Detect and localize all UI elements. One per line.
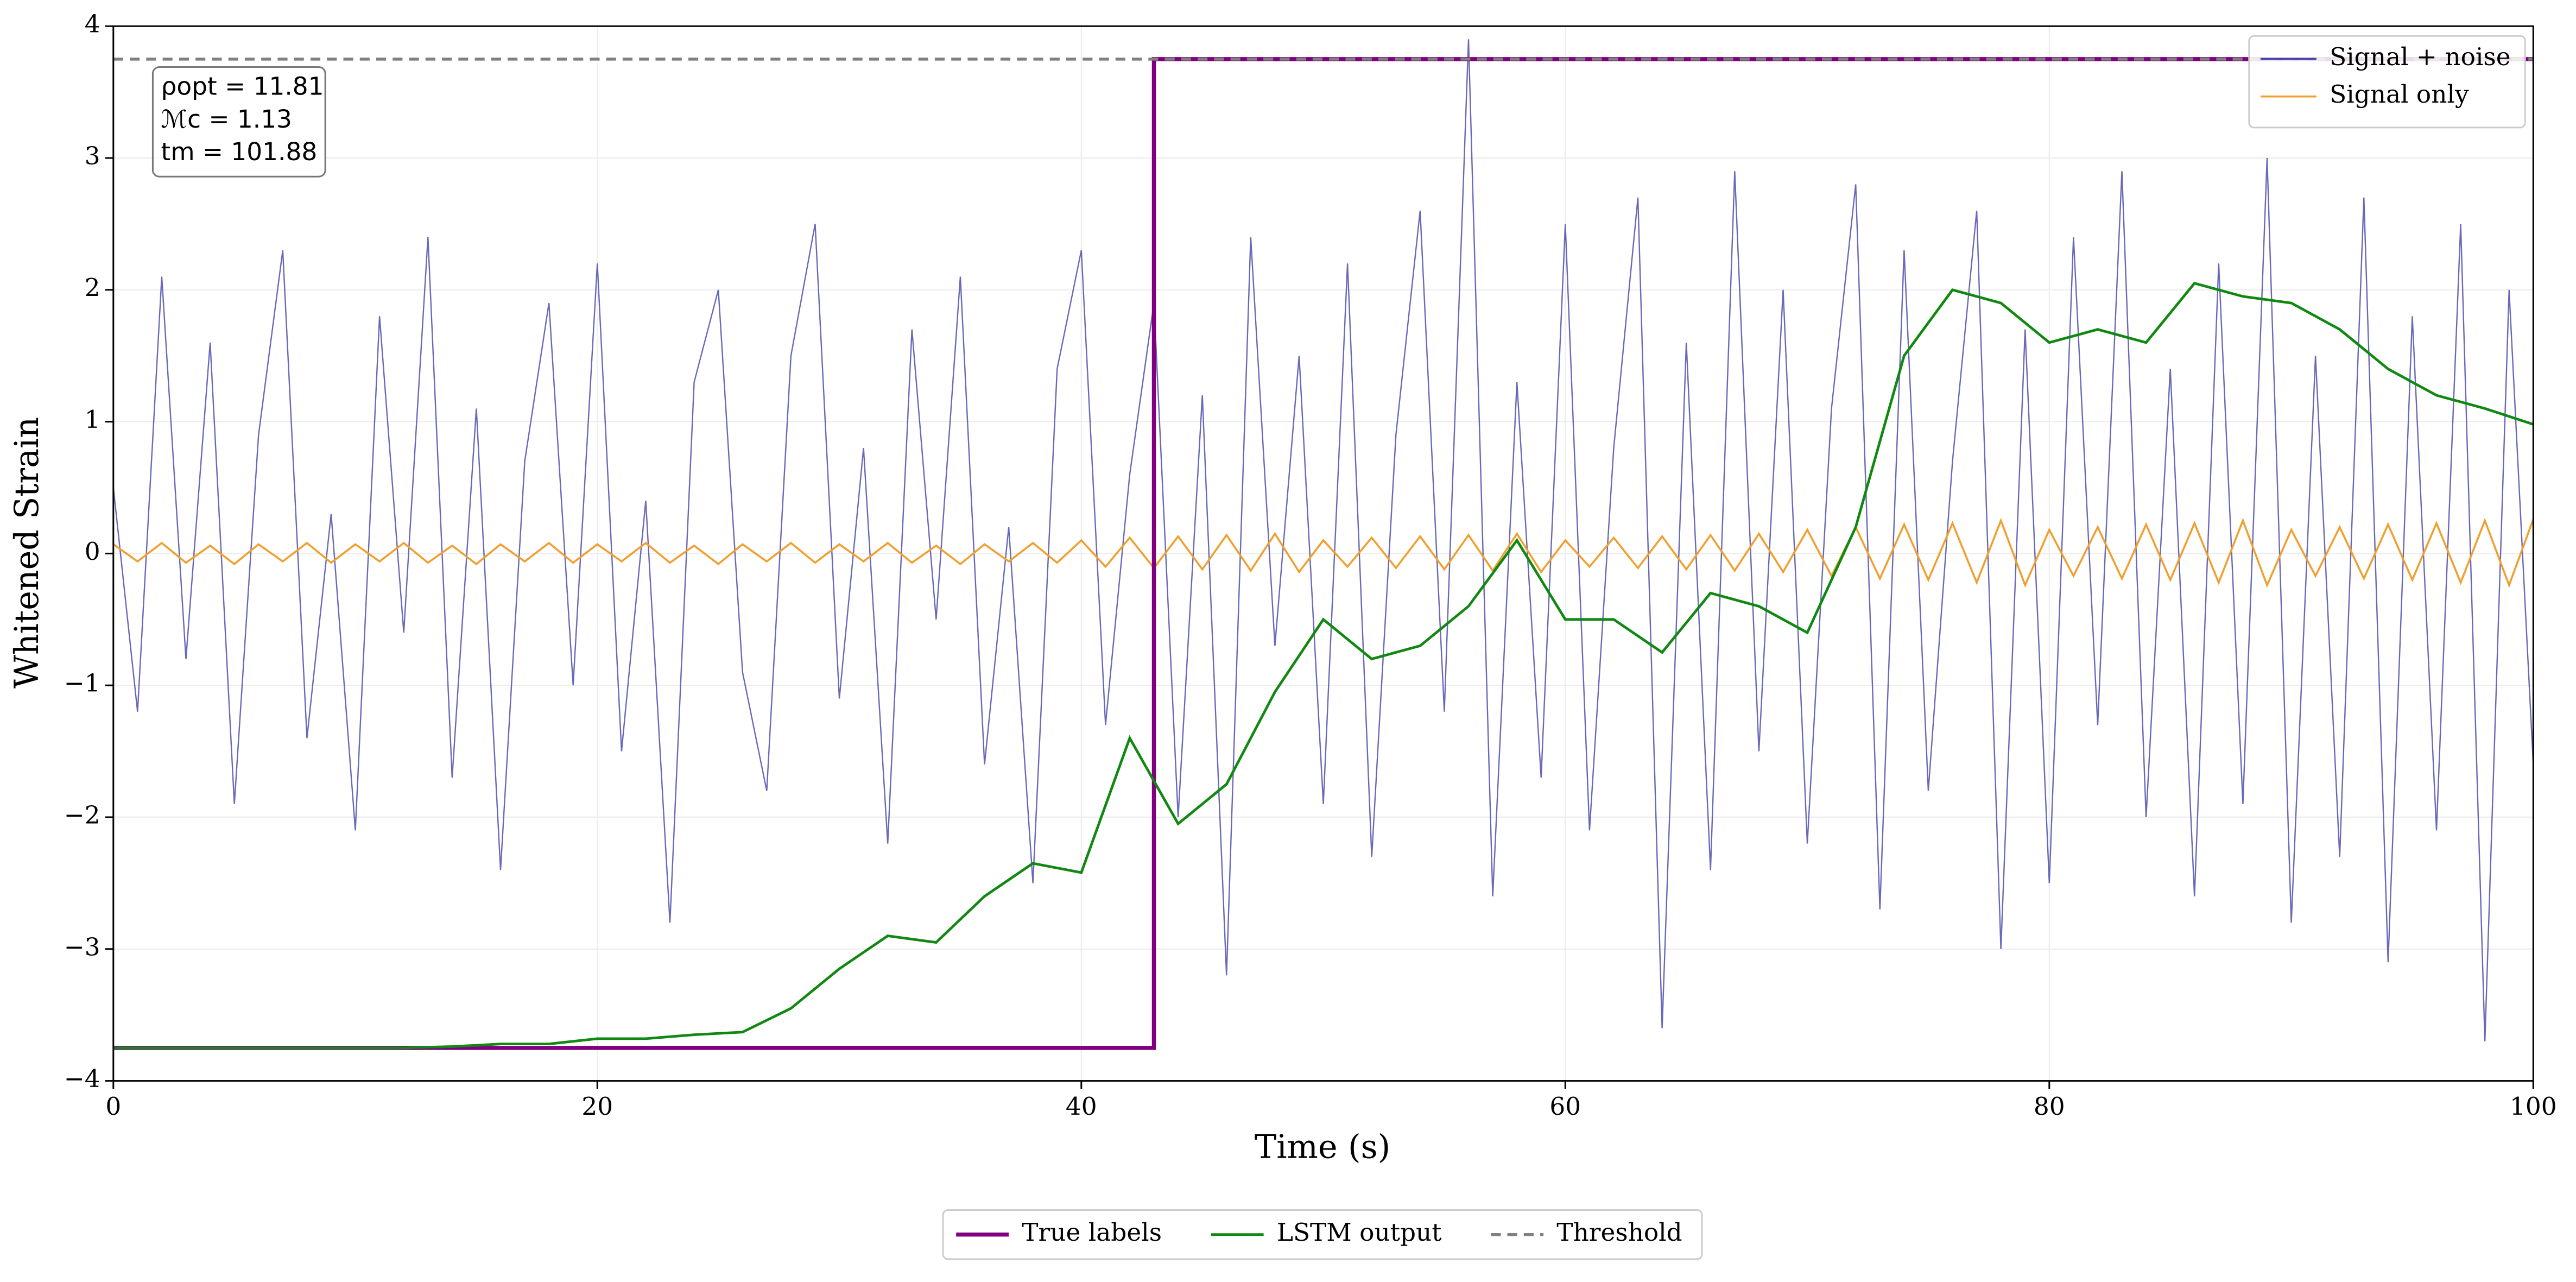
y-tick-label: 4 <box>85 10 100 39</box>
plot-frame <box>112 25 2534 1082</box>
bottom-legend: True labels LSTM output Threshold <box>942 1209 1703 1260</box>
y-tick-label: −4 <box>64 1064 100 1093</box>
y-tick-label: 2 <box>85 273 100 302</box>
annotation: ℳc = 1.13 <box>161 105 292 134</box>
x-tick-label: 100 <box>2510 1092 2557 1121</box>
line-series <box>113 39 2534 1041</box>
y-tick-label: −1 <box>64 669 100 698</box>
y-tick-label: 0 <box>85 537 100 566</box>
x-tick-label: 60 <box>1549 1092 1581 1121</box>
y-tick-label: −3 <box>64 932 100 961</box>
annotation: tm = 101.88 <box>161 137 318 166</box>
legend-box <box>2248 35 2526 129</box>
legend-label: True labels <box>1022 1218 1162 1247</box>
y-tick-label: 1 <box>85 405 100 434</box>
legend-box <box>942 1209 1703 1260</box>
y-axis-label: Whitened Strain <box>8 417 46 689</box>
legend-label: Signal only <box>2330 80 2469 109</box>
line-series <box>113 281 2534 1050</box>
x-tick-label: 0 <box>105 1092 121 1121</box>
x-axis-label: Time (s) <box>1255 1128 1390 1166</box>
legend-label: Signal + noise <box>2330 42 2510 71</box>
line-series <box>113 517 2534 588</box>
x-tick-label: 80 <box>2034 1092 2065 1121</box>
annotation: ρopt = 11.81 <box>161 72 324 101</box>
annotation-box <box>151 66 326 178</box>
y-tick-label: 3 <box>85 142 100 170</box>
x-tick-label: 20 <box>581 1092 613 1121</box>
legend-label: LSTM output <box>1277 1218 1442 1247</box>
x-tick-label: 40 <box>1066 1092 1097 1121</box>
legend-label: Threshold <box>1556 1218 1682 1247</box>
y-tick-label: −2 <box>64 801 100 830</box>
